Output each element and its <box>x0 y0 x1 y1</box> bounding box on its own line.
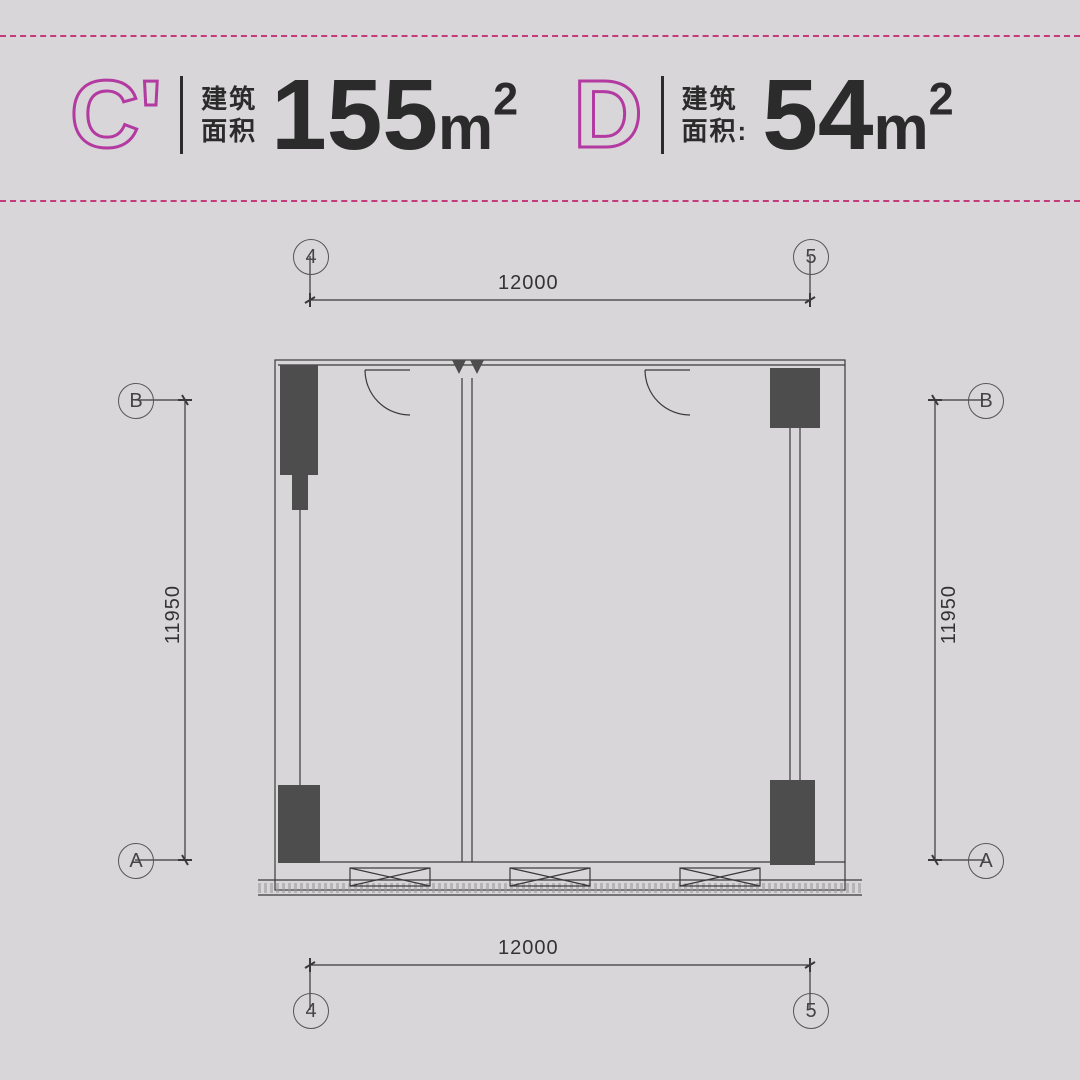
grid-label-5: 5 <box>793 993 829 1029</box>
grid-label-4: 4 <box>293 993 329 1029</box>
dimension-text: 11950 <box>938 585 961 644</box>
grid-label-B: B <box>968 383 1004 419</box>
dimension-text: 12000 <box>498 272 559 295</box>
grid-label-A: A <box>968 843 1004 879</box>
floor-plan <box>0 0 1080 1080</box>
dimension-text: 12000 <box>498 937 559 960</box>
grid-label-A: A <box>118 843 154 879</box>
dimension-text: 11950 <box>162 585 185 644</box>
grid-label-5: 5 <box>793 239 829 275</box>
grid-label-4: 4 <box>293 239 329 275</box>
grid-label-B: B <box>118 383 154 419</box>
